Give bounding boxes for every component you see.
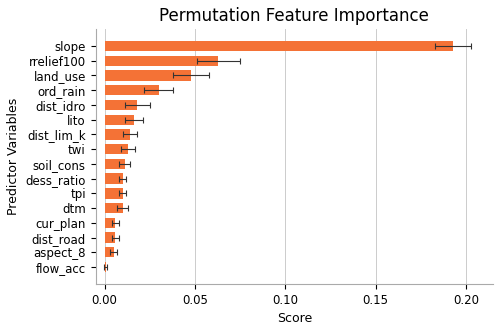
Bar <box>104 115 134 125</box>
Bar <box>104 129 130 139</box>
Bar <box>104 70 192 81</box>
X-axis label: Score: Score <box>276 312 312 325</box>
Bar <box>104 100 137 110</box>
Bar <box>104 159 124 169</box>
Bar <box>104 203 122 213</box>
Bar <box>104 174 122 184</box>
Bar <box>104 144 128 154</box>
Bar <box>104 218 116 228</box>
Bar <box>104 41 454 51</box>
Bar <box>104 55 218 66</box>
Bar <box>104 247 114 258</box>
Bar <box>104 262 106 272</box>
Bar <box>104 232 116 243</box>
Title: Permutation Feature Importance: Permutation Feature Importance <box>160 7 430 25</box>
Bar <box>104 85 159 95</box>
Y-axis label: Predictor Variables: Predictor Variables <box>7 98 20 215</box>
Bar <box>104 188 122 199</box>
